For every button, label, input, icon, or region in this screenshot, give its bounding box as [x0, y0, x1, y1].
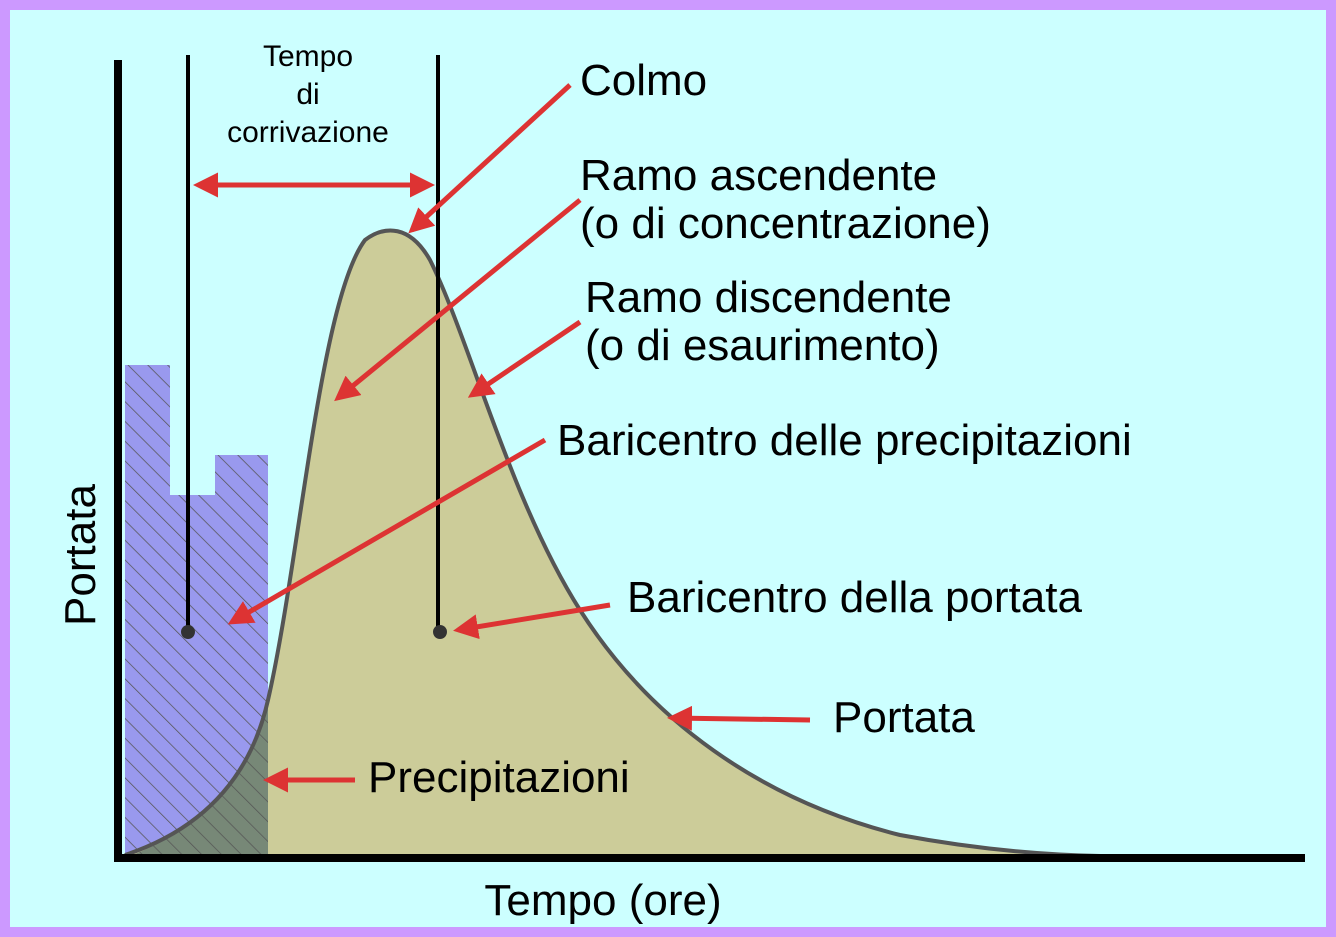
y-axis-label: Portata [56, 484, 105, 626]
overlap-hatch [125, 700, 268, 858]
annotation: (o di esaurimento) [585, 321, 940, 370]
centroid-point [433, 625, 447, 639]
precipitation-hatch [125, 365, 268, 858]
arrow [467, 319, 582, 398]
arrow [453, 602, 611, 640]
arrow [667, 705, 811, 731]
annotation: (o di concentrazione) [580, 199, 991, 248]
annotation: Baricentro della portata [627, 573, 1082, 622]
annotation: Ramo discendente [585, 273, 952, 322]
arrow [334, 198, 582, 402]
discharge-curve [124, 228, 1101, 858]
discharge-area [125, 230, 1100, 858]
annotation: Baricentro delle precipitazioni [557, 416, 1132, 465]
arrow [227, 437, 547, 625]
annotation: Colmo [580, 56, 707, 105]
annotation: di [296, 78, 319, 111]
annotation: corrivazione [227, 116, 389, 149]
annotation: Tempo [263, 40, 353, 73]
centroid-point [181, 625, 195, 639]
annotation: Precipitazioni [368, 753, 630, 802]
annotation: Portata [833, 693, 975, 742]
arrow [408, 83, 572, 234]
x-axis-label: Tempo (ore) [484, 876, 721, 925]
annotation: Ramo ascendente [580, 151, 937, 200]
